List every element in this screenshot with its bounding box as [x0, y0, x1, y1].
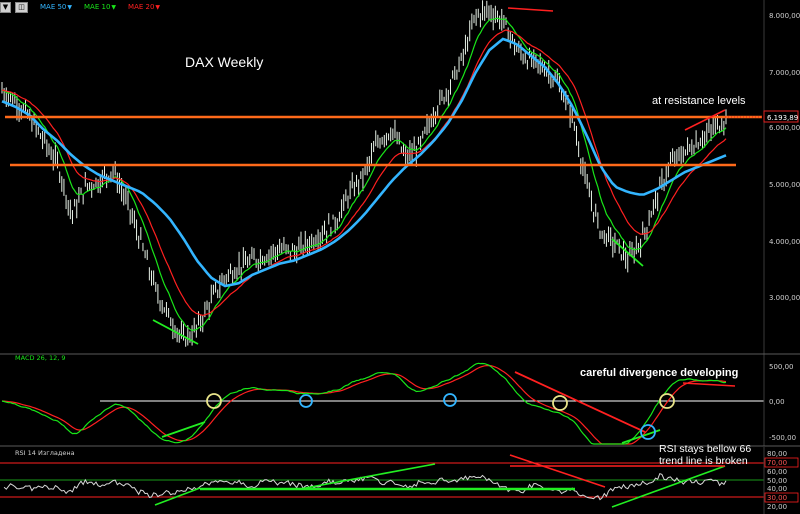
chevron-down-icon: ▼: [155, 3, 161, 11]
rsi-tick-label: 70,00: [767, 459, 787, 467]
chevron-down-icon: ▼: [67, 3, 73, 11]
macd-annotation: careful divergence developing: [580, 367, 738, 379]
macd-cross-circle-yellow: [206, 393, 222, 409]
price-tick-label: 4.000,00: [769, 238, 800, 246]
indicator-mae10[interactable]: MAE 10 ▼: [84, 3, 116, 11]
macd-tick-label: 0,00: [769, 398, 785, 406]
macd-cross-circle-blue: [443, 393, 457, 407]
chevron-down-icon[interactable]: ▼: [0, 1, 11, 13]
price-tick-label: 7.000,00: [769, 69, 800, 77]
price-top-line-2: [684, 109, 726, 131]
macd-cross-circle-yellow: [659, 393, 675, 409]
last-price-tag: [763, 110, 799, 123]
macd-top-line: [682, 382, 736, 387]
indicator-mae50[interactable]: MAE 50 ▼: [40, 3, 72, 11]
rsi-tick-label: 20,00: [767, 503, 787, 511]
macd-tick-label: 500,00: [769, 363, 794, 371]
rsi-tick-label: 30,00: [767, 494, 787, 502]
macd-cross-circle-yellow: [552, 395, 568, 411]
rsi-annotation: trend line is broken: [659, 455, 748, 467]
rsi-tick-label: 60,00: [767, 468, 787, 476]
rsi-annotation: RSI stays bellow 66: [659, 443, 751, 455]
rsi-tick-label: 50,00: [767, 477, 787, 485]
mae10-line: [1, 17, 727, 332]
price-chart-title: DAX Weekly: [185, 54, 263, 70]
rsi-trend-line-1: [154, 487, 201, 506]
price-annotation: at resistance levels: [652, 95, 746, 107]
rsi-title: RSI 14 Изгладена: [15, 449, 75, 457]
macd-title: MACD 26, 12, 9: [15, 354, 66, 362]
price-candles: [1, 0, 727, 347]
price-top-line-1: [507, 7, 554, 12]
rsi-tick-label: 80,00: [767, 450, 787, 458]
chart-options-icon[interactable]: ◫: [15, 1, 28, 13]
rsi-tag-70: [764, 457, 799, 468]
price-low-line-2: [611, 238, 644, 267]
price-tick-label: 6.000,00: [769, 124, 800, 132]
indicator-label: MAE 50: [40, 3, 67, 11]
indicator-toolbar: ▼ ◫ MAE 50 ▼ MAE 10 ▼ MAE 20 ▼: [0, 0, 160, 14]
macd-divergence-green-2: [621, 429, 661, 444]
macd-divergence-red: [514, 371, 646, 433]
mae50-line: [1, 37, 727, 288]
price-tick-label: 8.000,00: [769, 12, 800, 20]
mae20-line: [1, 29, 727, 317]
macd-divergence-green-1: [161, 421, 206, 438]
rsi-trend-line-3: [611, 465, 726, 508]
macd-cross-circle-blue: [640, 424, 656, 440]
rsi-down-line: [509, 454, 606, 488]
indicator-mae20[interactable]: MAE 20 ▼: [128, 3, 160, 11]
last-price-label: 6.193,89: [767, 114, 798, 122]
rsi-tick-label: 40,00: [767, 485, 787, 493]
macd-line: [1, 362, 727, 445]
price-low-line-1: [152, 319, 199, 345]
price-tick-label: 5.000,00: [769, 181, 800, 189]
price-tick-label: 3.000,00: [769, 294, 800, 302]
indicator-label: MAE 20: [128, 3, 155, 11]
price-panel: DAX Weekly at resistance levels 8.000,00…: [1, 0, 800, 355]
rsi-tag-30: [764, 492, 799, 503]
macd-tick-label: -500,00: [769, 434, 796, 442]
indicator-label: MAE 10: [84, 3, 111, 11]
chevron-down-icon: ▼: [111, 3, 117, 11]
rsi-panel: RSI 14 Изгладена RSI stays bellow 66 tre…: [0, 443, 799, 514]
macd-cross-circle-blue: [299, 394, 313, 408]
macd-panel: MACD 26, 12, 9 careful divergence develo…: [1, 354, 796, 446]
rsi-trend-line-2: [299, 463, 436, 490]
